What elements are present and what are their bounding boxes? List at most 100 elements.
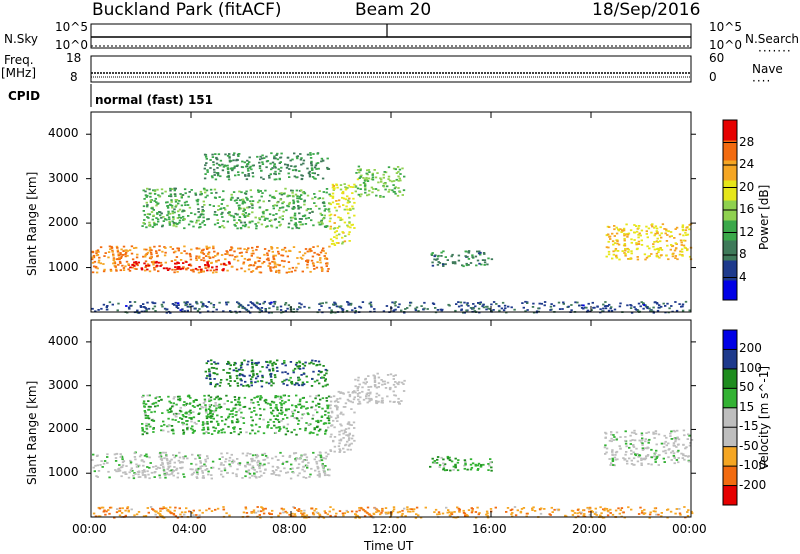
data-cell [655, 255, 658, 257]
data-cell [255, 373, 259, 375]
data-cell [293, 212, 297, 215]
data-cell [224, 165, 227, 167]
data-cell [280, 406, 283, 409]
data-cell [203, 394, 206, 397]
data-cell [198, 266, 201, 268]
data-cell [588, 510, 591, 513]
data-cell [279, 401, 282, 404]
data-cell [645, 306, 649, 309]
data-cell [637, 227, 640, 230]
data-cell [262, 212, 265, 215]
data-cell [206, 261, 209, 264]
data-cell [142, 400, 146, 403]
data-cell [178, 507, 181, 510]
data-cell [290, 415, 293, 418]
data-cell [604, 453, 607, 455]
data-cell [280, 254, 283, 257]
data-cell [296, 417, 299, 420]
data-cell [179, 193, 182, 195]
data-cell [172, 474, 175, 477]
data-cell [686, 515, 690, 517]
data-cell [259, 158, 262, 161]
data-cell [353, 307, 357, 310]
data-cell [314, 508, 318, 510]
data-cell [277, 421, 281, 423]
data-cell [138, 312, 141, 314]
data-cell [346, 448, 349, 451]
data-cell [188, 417, 191, 419]
data-cell [169, 401, 173, 404]
data-cell [228, 463, 231, 466]
data-cell [103, 509, 106, 512]
data-cell [594, 507, 597, 510]
data-cell [196, 203, 200, 206]
data-cell [172, 402, 175, 405]
data-cell [471, 509, 474, 512]
data-cell [237, 398, 240, 401]
data-cell [206, 421, 209, 423]
data-cell [235, 374, 239, 377]
data-band [91, 451, 331, 480]
data-cell [261, 366, 264, 368]
data-cell [680, 244, 683, 246]
data-cell [675, 446, 678, 448]
data-cell [434, 254, 437, 257]
data-cell [164, 190, 167, 193]
data-cell [609, 508, 612, 511]
data-cell [340, 411, 343, 414]
data-cell [442, 468, 445, 471]
data-cell [632, 446, 636, 448]
data-cell [167, 510, 170, 513]
data-cell [246, 198, 249, 200]
data-cell [312, 362, 315, 365]
data-cell [298, 428, 302, 430]
data-cell [186, 457, 189, 460]
data-cell [354, 378, 357, 381]
data-cell [272, 401, 275, 404]
data-cell [210, 417, 213, 419]
data-cell [269, 360, 272, 363]
data-cell [392, 184, 395, 186]
data-cell [204, 406, 207, 408]
data-cell [276, 308, 279, 311]
data-cell [246, 249, 249, 251]
data-cell [310, 406, 313, 409]
data-cell [145, 453, 148, 456]
data-cell [297, 423, 300, 425]
data-cell [307, 461, 310, 464]
data-cell [227, 172, 230, 174]
data-cell [149, 405, 152, 408]
data-cell [487, 257, 490, 260]
data-cell [122, 250, 125, 252]
data-cell [309, 395, 312, 398]
data-cell [304, 223, 308, 225]
data-cell [617, 228, 620, 231]
data-cell [401, 512, 404, 515]
data-cell [175, 454, 178, 457]
data-cell [183, 250, 186, 252]
data-cell [409, 301, 412, 304]
data-cell [112, 254, 115, 257]
data-cell [244, 225, 247, 228]
data-cell [611, 453, 614, 456]
data-cell [653, 437, 656, 439]
data-cell [197, 211, 200, 213]
data-cell [511, 512, 514, 514]
data-cell [189, 409, 192, 412]
data-cell [293, 409, 297, 412]
data-cell [339, 217, 342, 219]
data-cell [291, 467, 294, 470]
data-cell [582, 304, 585, 307]
data-cell [469, 463, 473, 466]
data-cell [346, 187, 349, 189]
data-cell [117, 253, 120, 256]
data-cell [662, 446, 666, 448]
data-cell [218, 196, 221, 198]
data-cell [224, 253, 227, 255]
data-cell [276, 418, 280, 421]
data-cell [162, 429, 165, 432]
data-cell [171, 248, 175, 250]
data-cell [557, 301, 561, 304]
data-cell [308, 173, 311, 176]
data-cell [633, 463, 636, 466]
